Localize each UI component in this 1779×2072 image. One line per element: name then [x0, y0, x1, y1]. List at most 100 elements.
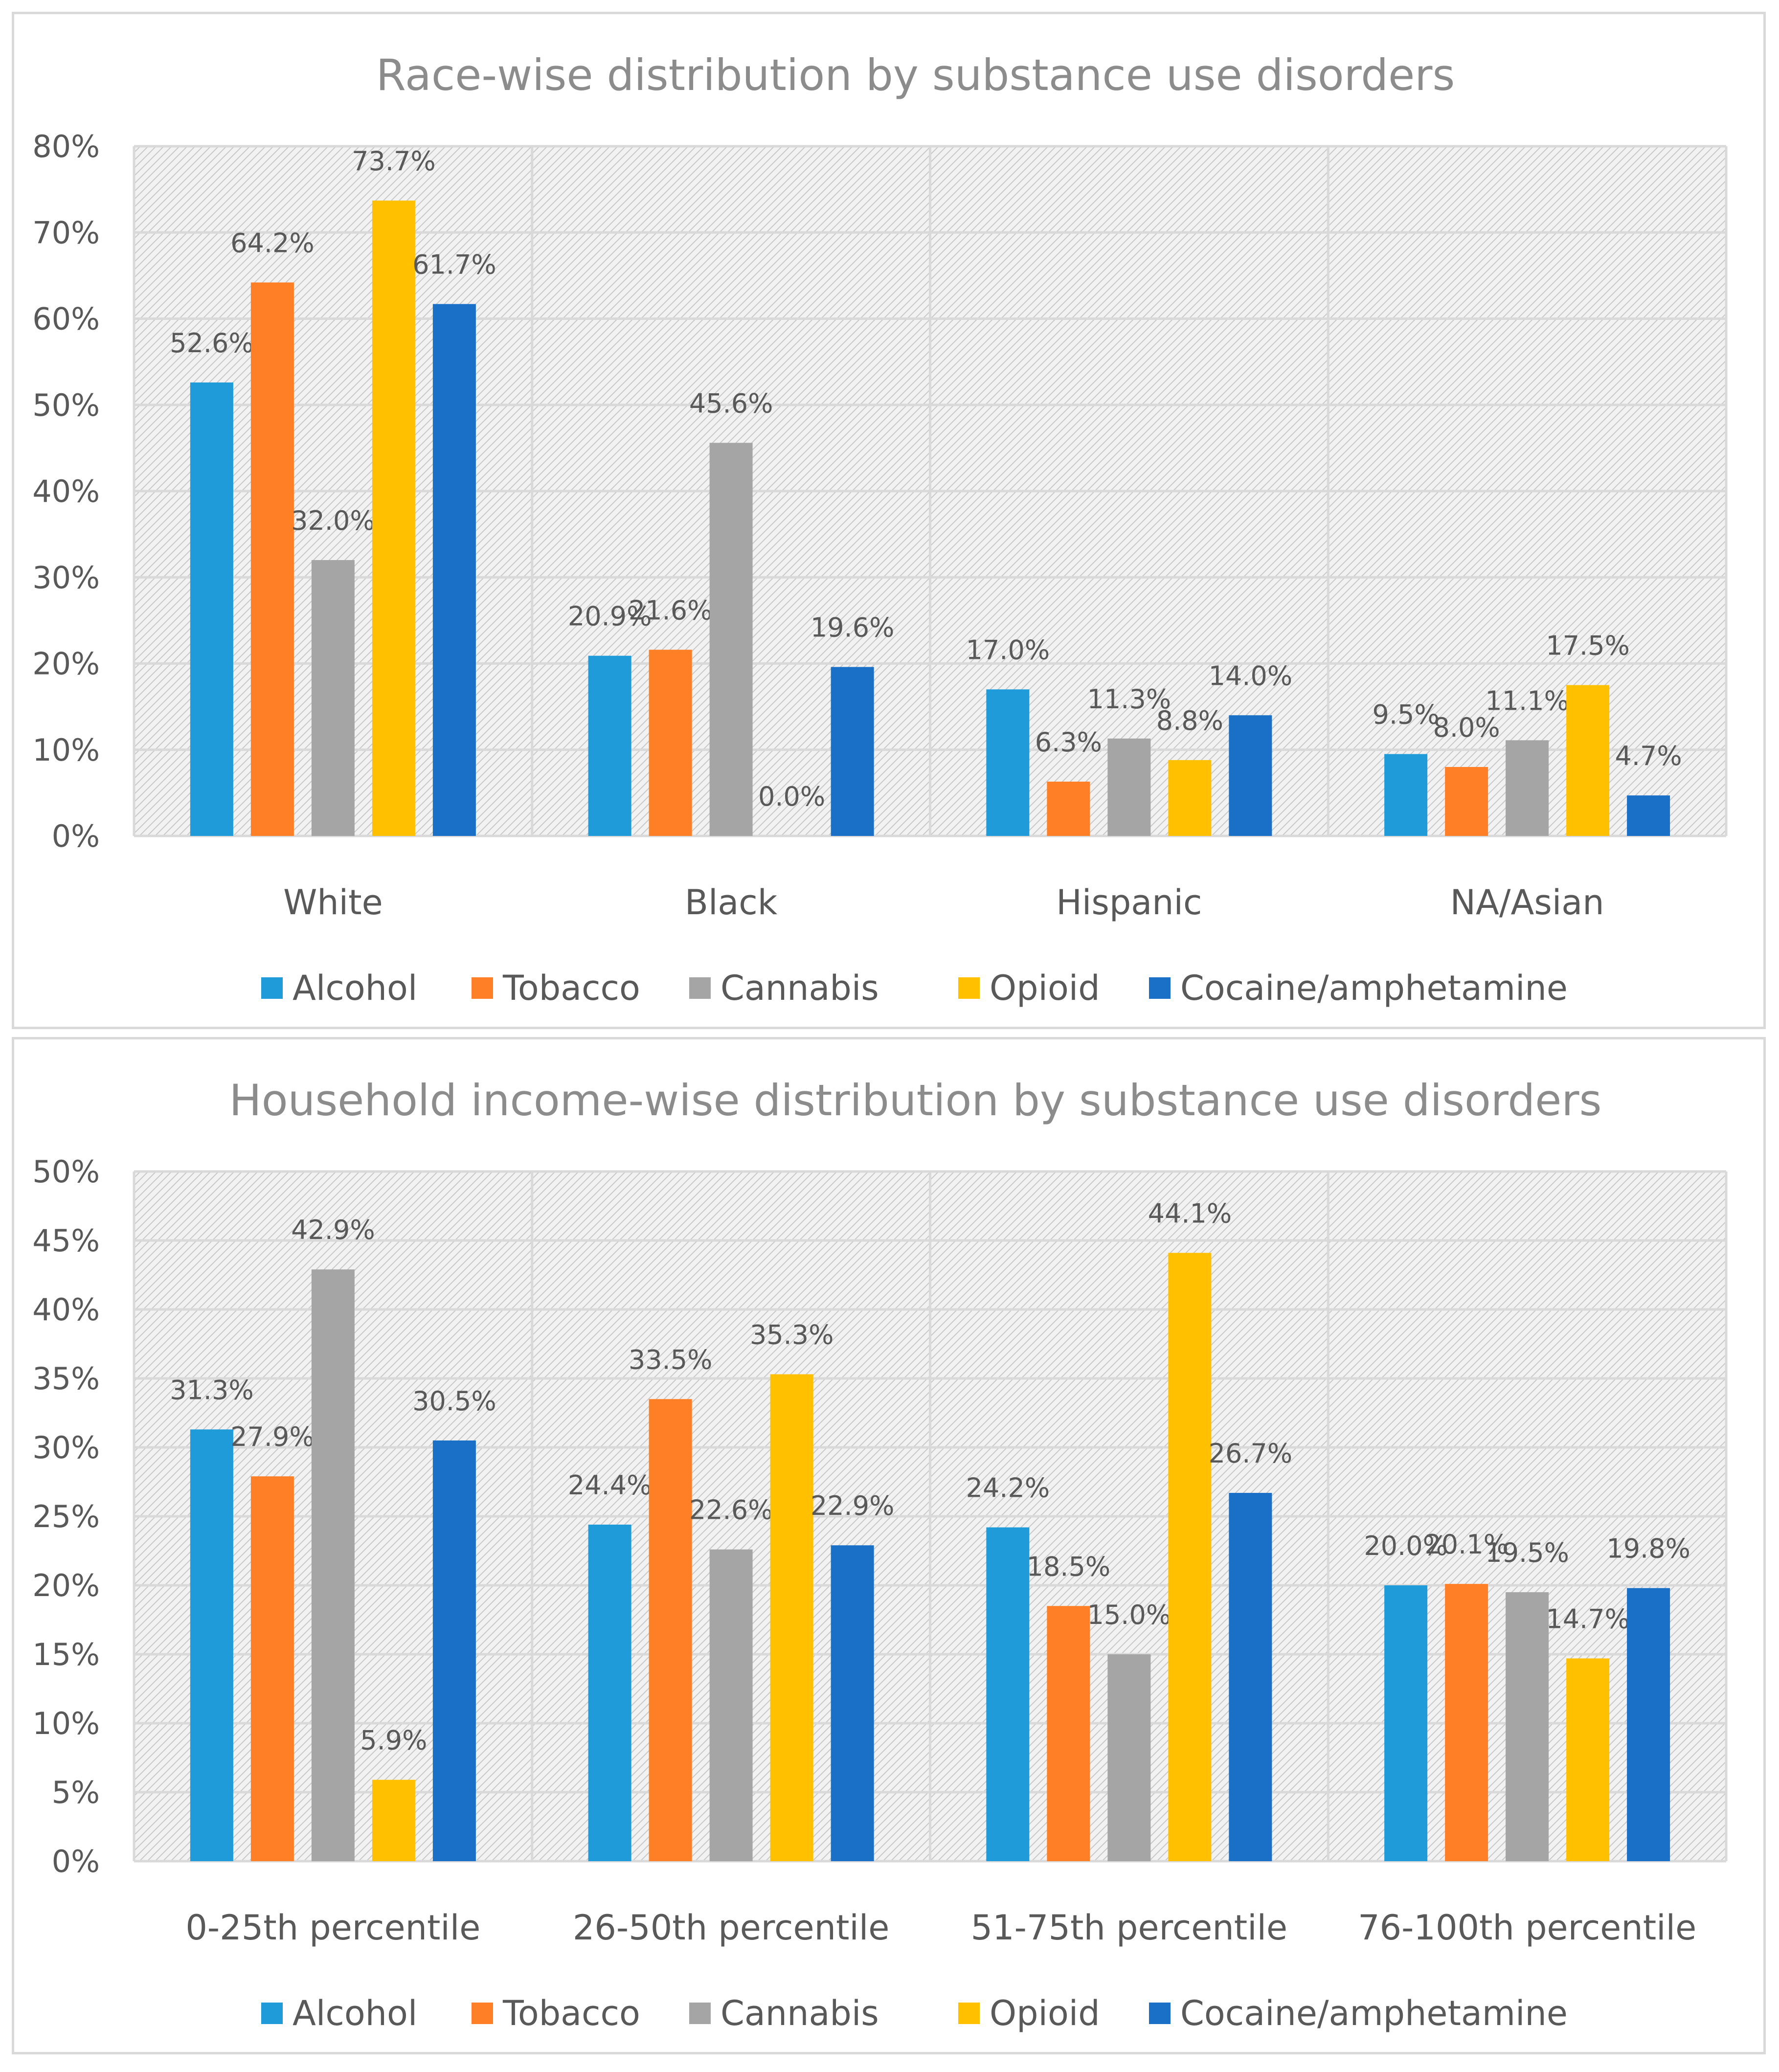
bar-alcohol-76-100th-percentile: [1384, 1585, 1428, 1861]
race-chart: Race-wise distribution by substance use …: [32, 50, 1728, 1008]
y-tick-label: 35%: [32, 1361, 100, 1396]
y-tick-label: 20%: [32, 646, 100, 682]
y-tick-label: 5%: [52, 1775, 100, 1810]
data-label-cocaine-amphetamine-0-25th-percentile: 30.5%: [412, 1386, 496, 1417]
bar-tobacco-0-25th-percentile: [250, 1476, 294, 1861]
data-label-cocaine-amphetamine-76-100th-percentile: 19.8%: [1606, 1533, 1690, 1564]
y-tick-label: 10%: [32, 1706, 100, 1741]
data-label-tobacco-0-25th-percentile: 27.9%: [230, 1421, 315, 1452]
bar-cannabis-white: [311, 560, 355, 836]
data-label-cocaine-amphetamine-white: 61.7%: [412, 249, 496, 280]
data-label-opioid-na-asian: 17.5%: [1546, 631, 1630, 661]
data-label-alcohol-76-100th-percentile: 20.0%: [1364, 1531, 1448, 1561]
legend-label-cannabis: Cannabis: [721, 1993, 879, 2033]
bar-tobacco-51-75th-percentile: [1047, 1606, 1090, 1861]
bar-alcohol-hispanic: [986, 689, 1030, 836]
data-label-cannabis-na-asian: 11.1%: [1485, 685, 1569, 716]
legend-swatch-cannabis: [689, 2003, 711, 2024]
bar-tobacco-na-asian: [1445, 767, 1488, 836]
bar-opioid-white: [372, 201, 415, 836]
category-label: Hispanic: [1056, 882, 1202, 923]
data-label-alcohol-51-75th-percentile: 24.2%: [966, 1473, 1050, 1504]
bar-cannabis-black: [709, 443, 753, 836]
bar-alcohol-na-asian: [1384, 754, 1428, 836]
race-chart-panel: Race-wise distribution by substance use …: [12, 12, 1766, 1029]
bar-tobacco-black: [649, 650, 692, 836]
income-chart-panel: Household income-wise distribution by su…: [12, 1037, 1766, 2054]
y-tick-label: 40%: [32, 1292, 100, 1328]
data-label-tobacco-white: 64.2%: [230, 227, 315, 258]
data-label-opioid-76-100th-percentile: 14.7%: [1546, 1603, 1630, 1634]
y-tick-label: 25%: [32, 1499, 100, 1534]
legend-swatch-cocaine-amphetamine: [1149, 2003, 1171, 2024]
bar-cocaine-amphetamine-na-asian: [1627, 795, 1670, 836]
bar-tobacco-76-100th-percentile: [1445, 1584, 1488, 1861]
bar-alcohol-26-50th-percentile: [588, 1524, 631, 1861]
bar-opioid-0-25th-percentile: [372, 1779, 415, 1861]
bar-cocaine-amphetamine-0-25th-percentile: [432, 1440, 476, 1861]
data-label-cocaine-amphetamine-51-75th-percentile: 26.7%: [1209, 1438, 1293, 1469]
data-label-opioid-black: 0.0%: [758, 781, 825, 812]
y-tick-label: 15%: [32, 1637, 100, 1672]
data-label-cannabis-26-50th-percentile: 22.6%: [689, 1495, 773, 1526]
legend-label-cannabis: Cannabis: [721, 968, 879, 1008]
y-tick-label: 0%: [52, 1844, 100, 1879]
bar-cocaine-amphetamine-76-100th-percentile: [1627, 1588, 1670, 1861]
data-label-opioid-hispanic: 8.8%: [1156, 705, 1223, 736]
bar-alcohol-white: [190, 382, 233, 836]
data-label-cocaine-amphetamine-hispanic: 14.0%: [1209, 660, 1293, 691]
legend-label-opioid: Opioid: [990, 1993, 1100, 2033]
data-label-cocaine-amphetamine-na-asian: 4.7%: [1615, 741, 1682, 771]
data-label-cocaine-amphetamine-26-50th-percentile: 22.9%: [811, 1490, 895, 1521]
legend-label-cocaine-amphetamine: Cocaine/amphetamine: [1180, 1993, 1568, 2033]
bar-alcohol-black: [588, 655, 631, 836]
bar-cannabis-76-100th-percentile: [1506, 1592, 1549, 1861]
bar-opioid-51-75th-percentile: [1168, 1253, 1212, 1861]
legend-swatch-tobacco: [472, 977, 493, 999]
data-label-tobacco-black: 21.6%: [629, 595, 713, 626]
data-label-opioid-26-50th-percentile: 35.3%: [750, 1320, 834, 1351]
data-label-cannabis-0-25th-percentile: 42.9%: [291, 1215, 375, 1245]
data-label-tobacco-76-100th-percentile: 20.1%: [1424, 1529, 1509, 1560]
category-label: 0-25th percentile: [185, 1908, 480, 1948]
y-tick-label: 50%: [32, 1154, 100, 1190]
legend-swatch-opioid: [958, 2003, 980, 2024]
data-label-alcohol-white: 52.6%: [170, 328, 254, 359]
bar-cocaine-amphetamine-26-50th-percentile: [831, 1545, 874, 1861]
data-label-tobacco-hispanic: 6.3%: [1035, 727, 1102, 758]
data-label-tobacco-na-asian: 8.0%: [1433, 712, 1500, 743]
y-tick-label: 30%: [32, 560, 100, 595]
bar-cannabis-hispanic: [1107, 738, 1151, 836]
bar-tobacco-hispanic: [1047, 781, 1090, 836]
data-label-cannabis-51-75th-percentile: 15.0%: [1087, 1599, 1171, 1630]
y-tick-label: 70%: [32, 215, 100, 250]
bar-opioid-26-50th-percentile: [770, 1374, 813, 1861]
bar-cannabis-26-50th-percentile: [709, 1549, 753, 1861]
data-label-cocaine-amphetamine-black: 19.6%: [811, 612, 895, 643]
bar-cocaine-amphetamine-black: [831, 667, 874, 836]
bar-tobacco-26-50th-percentile: [649, 1399, 692, 1861]
legend-swatch-alcohol: [261, 977, 283, 999]
legend-swatch-cocaine-amphetamine: [1149, 977, 1171, 999]
bar-cocaine-amphetamine-hispanic: [1229, 715, 1272, 836]
bar-cannabis-0-25th-percentile: [311, 1269, 355, 1861]
chart-title: Household income-wise distribution by su…: [229, 1075, 1602, 1126]
legend-label-tobacco: Tobacco: [502, 1993, 640, 2033]
legend-swatch-alcohol: [261, 2003, 283, 2024]
bar-opioid-hispanic: [1168, 760, 1212, 836]
legend-label-alcohol: Alcohol: [293, 968, 417, 1008]
data-label-cannabis-76-100th-percentile: 19.5%: [1485, 1537, 1569, 1568]
category-label: Black: [685, 882, 778, 923]
data-label-alcohol-black: 20.9%: [568, 601, 652, 632]
y-tick-label: 30%: [32, 1430, 100, 1465]
y-tick-label: 80%: [32, 129, 100, 164]
data-label-tobacco-26-50th-percentile: 33.5%: [629, 1344, 713, 1375]
y-tick-label: 45%: [32, 1223, 100, 1259]
y-tick-label: 0%: [52, 818, 100, 854]
data-label-alcohol-26-50th-percentile: 24.4%: [568, 1470, 652, 1501]
legend-swatch-cannabis: [689, 977, 711, 999]
bar-cannabis-na-asian: [1506, 740, 1549, 836]
data-label-opioid-white: 73.7%: [352, 146, 436, 177]
chart-title: Race-wise distribution by substance use …: [376, 50, 1455, 100]
data-label-opioid-0-25th-percentile: 5.9%: [360, 1725, 427, 1756]
